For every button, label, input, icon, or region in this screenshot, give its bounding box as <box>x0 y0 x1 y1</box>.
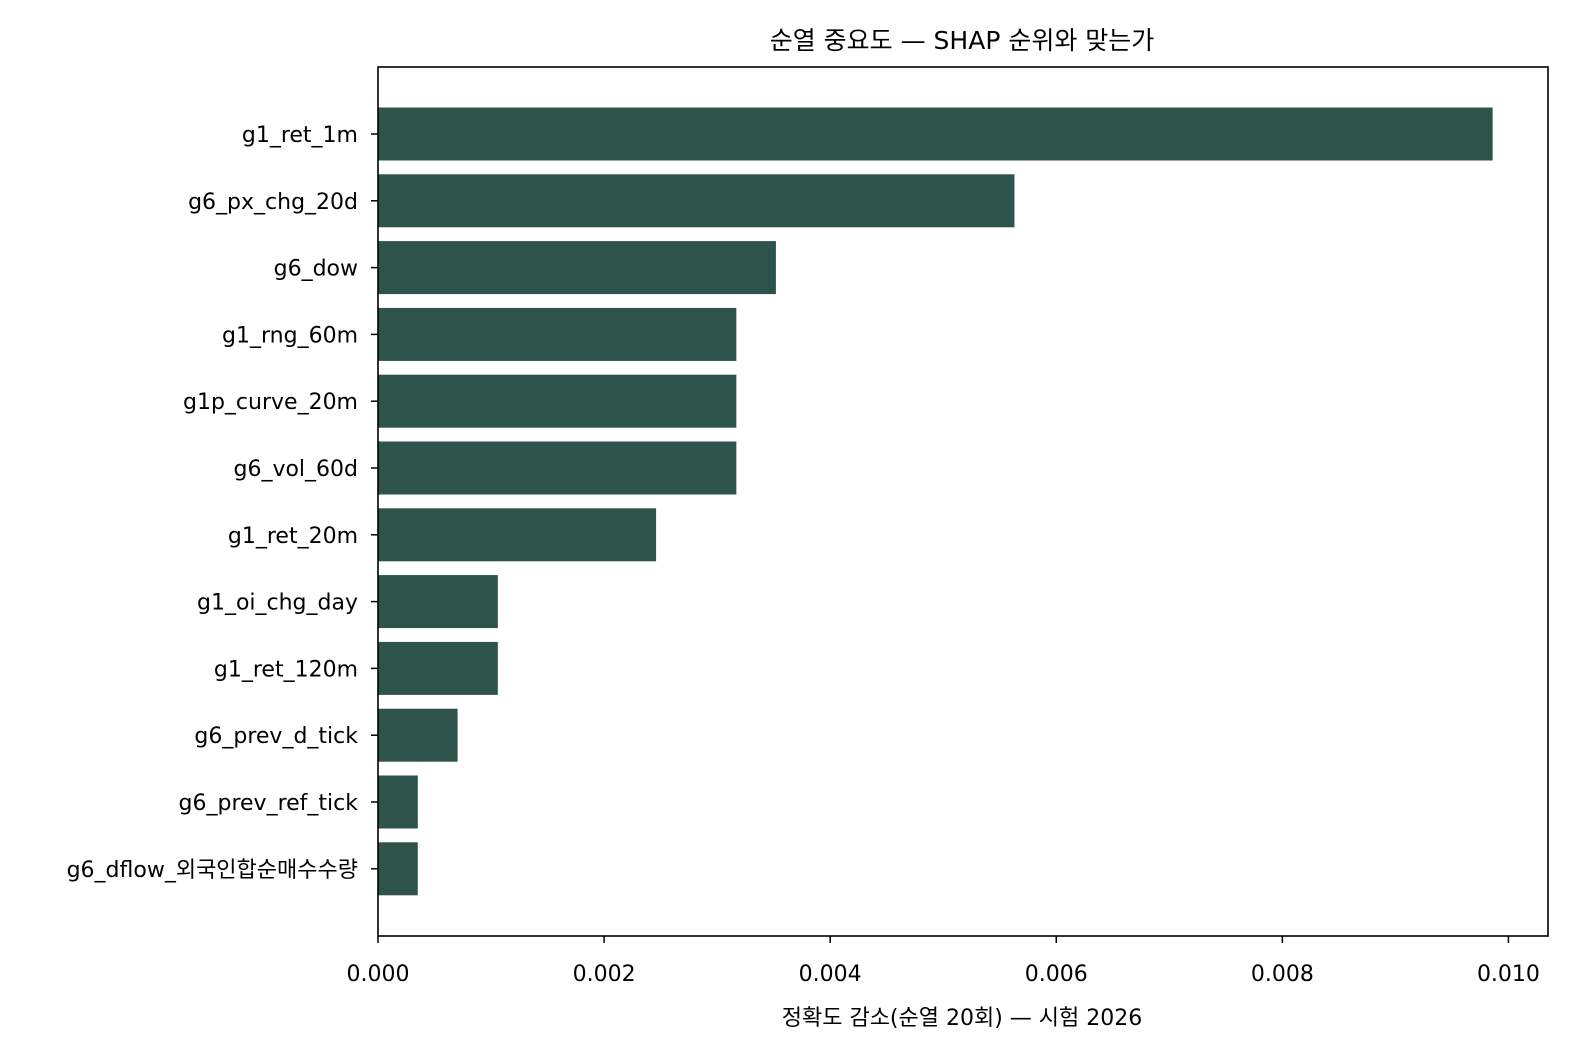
y-tick-labels: g1_ret_1m g6_px_chg_20d g6_dow g1_rng_60m g1… <box>67 123 378 883</box>
x-tick-label: 0.000 <box>347 962 410 987</box>
y-tick-label: g6_px_chg_20d <box>188 190 358 215</box>
bar-4 <box>378 374 737 428</box>
x-tick-label: 0.008 <box>1251 962 1314 987</box>
y-tick-label: g6_prev_d_tick <box>194 724 358 749</box>
y-tick-label: g6_prev_ref_tick <box>179 791 359 816</box>
bar-1 <box>378 174 1015 228</box>
bar-0 <box>378 107 1493 161</box>
y-tick-label: g1_rng_60m <box>222 323 358 348</box>
x-tick-labels: 0.000 0.002 0.004 0.006 0.008 0.010 <box>347 936 1540 987</box>
y-tick-label: g1_oi_chg_day <box>197 591 358 616</box>
bar-7 <box>378 575 498 629</box>
y-tick-label: g1p_curve_20m <box>183 390 358 415</box>
chart-title: 순열 중요도 — SHAP 순위와 맞는가 <box>770 26 1155 55</box>
y-tick-label: g6_dow <box>274 257 358 282</box>
x-tick-label: 0.010 <box>1477 962 1540 987</box>
bar-9 <box>378 708 458 762</box>
x-tick-label: 0.004 <box>799 962 862 987</box>
bar-6 <box>378 508 657 562</box>
y-tick-label: g6_dflow_외국인합순매수수량 <box>67 858 358 883</box>
plot-frame <box>377 66 1549 937</box>
bars-group <box>378 107 1493 896</box>
bar-10 <box>378 775 418 829</box>
bar-8 <box>378 641 498 695</box>
y-tick-label: g6_vol_60d <box>233 457 358 482</box>
y-tick-label: g1_ret_1m <box>242 123 358 148</box>
x-tick-label: 0.006 <box>1025 962 1088 987</box>
bar-3 <box>378 307 737 361</box>
x-axis-label: 정확도 감소(순열 20회) — 시험 2026 <box>782 1006 1143 1031</box>
x-tick-label: 0.002 <box>573 962 636 987</box>
bar-5 <box>378 441 737 495</box>
bar-2 <box>378 241 776 295</box>
y-tick-label: g1_ret_20m <box>228 524 358 549</box>
y-tick-label: g1_ret_120m <box>214 657 358 682</box>
bar-11 <box>378 842 418 896</box>
